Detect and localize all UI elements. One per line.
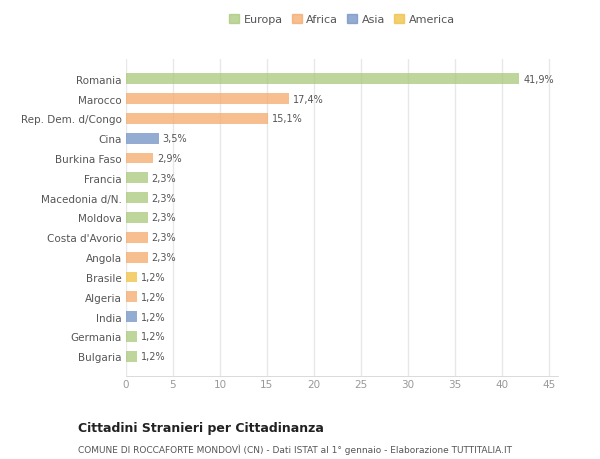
Text: 2,3%: 2,3%	[151, 174, 176, 184]
Text: 1,2%: 1,2%	[141, 332, 166, 342]
Text: 1,2%: 1,2%	[141, 312, 166, 322]
Bar	[126, 213, 148, 224]
Text: 2,3%: 2,3%	[151, 213, 176, 223]
Bar	[126, 331, 137, 342]
Text: 2,3%: 2,3%	[151, 193, 176, 203]
Bar	[126, 153, 153, 164]
Bar	[126, 173, 148, 184]
Bar	[126, 272, 137, 283]
Text: 17,4%: 17,4%	[293, 94, 324, 104]
Bar	[126, 232, 148, 243]
Text: 3,5%: 3,5%	[163, 134, 187, 144]
Text: Cittadini Stranieri per Cittadinanza: Cittadini Stranieri per Cittadinanza	[78, 421, 324, 434]
Text: 41,9%: 41,9%	[523, 74, 554, 84]
Text: COMUNE DI ROCCAFORTE MONDOVÌ (CN) - Dati ISTAT al 1° gennaio - Elaborazione TUTT: COMUNE DI ROCCAFORTE MONDOVÌ (CN) - Dati…	[78, 444, 512, 454]
Legend: Europa, Africa, Asia, America: Europa, Africa, Asia, America	[226, 11, 458, 28]
Bar	[126, 351, 137, 362]
Text: 15,1%: 15,1%	[272, 114, 302, 124]
Bar	[126, 252, 148, 263]
Text: 2,3%: 2,3%	[151, 233, 176, 243]
Text: 1,2%: 1,2%	[141, 292, 166, 302]
Bar	[126, 193, 148, 204]
Bar	[126, 292, 137, 302]
Bar	[126, 74, 520, 85]
Bar	[126, 114, 268, 124]
Text: 2,3%: 2,3%	[151, 252, 176, 263]
Bar	[126, 134, 159, 144]
Text: 2,9%: 2,9%	[157, 154, 182, 164]
Bar	[126, 312, 137, 322]
Text: 1,2%: 1,2%	[141, 272, 166, 282]
Text: 1,2%: 1,2%	[141, 352, 166, 362]
Bar	[126, 94, 289, 105]
